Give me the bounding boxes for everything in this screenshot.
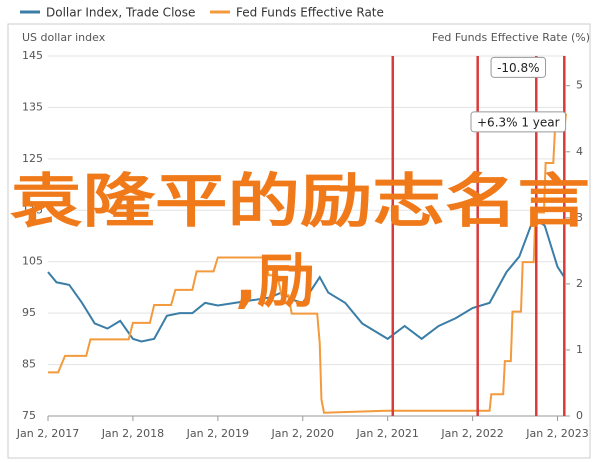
y-tick-label: 95 — [22, 306, 36, 319]
legend-label: Dollar Index, Trade Close — [46, 6, 195, 20]
overlay-text: 袁隆平的励志名言 — [10, 167, 590, 235]
series-line — [48, 113, 567, 414]
y2-axis-title: Fed Funds Effective Rate (%) — [432, 31, 590, 44]
x-tick-label: Jan 2, 2023 — [525, 427, 588, 440]
series-line — [47, 216, 566, 343]
x-tick-label: Jan 2, 2018 — [101, 427, 164, 440]
y-tick-label: 145 — [22, 49, 43, 62]
y2-tick-label: 4 — [576, 145, 583, 158]
annotation: +6.3% 1 year — [477, 115, 560, 129]
y-tick-label: 125 — [22, 152, 43, 165]
y-tick-label: 135 — [22, 100, 43, 113]
y2-tick-label: 1 — [576, 343, 583, 356]
annotation: -10.8% — [497, 61, 539, 75]
x-tick-label: Jan 2, 2022 — [440, 427, 503, 440]
plot-frame — [7, 23, 591, 459]
y-tick-label: 85 — [22, 358, 36, 371]
x-tick-label: Jan 2, 2019 — [186, 427, 249, 440]
x-tick-label: Jan 2, 2017 — [16, 427, 79, 440]
x-tick-label: Jan 2, 2020 — [271, 427, 334, 440]
y2-tick-label: 0 — [576, 409, 583, 422]
annotation-box — [470, 111, 567, 133]
y-axis-title: US dollar index — [22, 31, 106, 44]
y2-tick-label: 2 — [576, 277, 583, 290]
legend-label: Fed Funds Effective Rate — [236, 6, 384, 20]
y-tick-label: 105 — [22, 255, 43, 268]
y2-tick-label: 5 — [576, 79, 583, 92]
annotation-box — [490, 56, 547, 78]
overlay-text: ,励 — [235, 247, 315, 315]
x-tick-label: Jan 2, 2021 — [355, 427, 418, 440]
y2-tick-label: 3 — [576, 211, 583, 224]
y-tick-label: 115 — [22, 203, 43, 216]
y-tick-label: 75 — [22, 409, 36, 422]
